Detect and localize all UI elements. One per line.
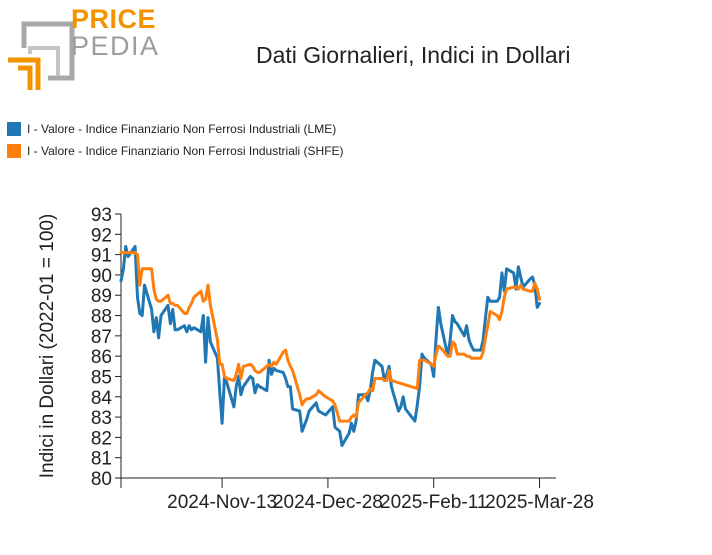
x-tick-label: 2024-Dec-28 [273, 492, 383, 513]
y-tick-label: 80 [91, 469, 112, 490]
logo-grey-mark-inner [28, 46, 60, 76]
y-tick-label: 83 [91, 408, 112, 429]
pricepedia-logo [8, 21, 75, 90]
legend-swatch-shfe [7, 144, 21, 158]
series-line-lme [119, 245, 541, 447]
y-tick-label: 85 [91, 367, 112, 388]
y-tick-label: 91 [91, 246, 112, 267]
y-axis-label: Indici in Dollari (2022-01 = 100) [37, 214, 58, 479]
y-tick-label: 86 [91, 347, 112, 368]
legend-label-shfe: I - Valore - Indice Finanziario Non Ferr… [27, 144, 344, 158]
y-tick-label: 92 [91, 225, 112, 246]
y-tick-label: 89 [91, 286, 112, 307]
y-tick-label: 88 [91, 307, 112, 328]
series-line-shfe [119, 251, 541, 423]
y-tick-label: 90 [91, 266, 112, 287]
y-tick-label: 82 [91, 428, 112, 449]
y-tick-label: 84 [91, 388, 113, 409]
legend-swatch-lme [7, 122, 21, 136]
legend-item-lme[interactable]: I - Valore - Indice Finanziario Non Ferr… [7, 118, 344, 140]
x-tick-label: 2025-Mar-28 [485, 492, 594, 513]
y-tick-label: 81 [91, 449, 112, 470]
legend-label-lme: I - Valore - Indice Finanziario Non Ferr… [27, 122, 337, 136]
x-tick-label: 2025-Feb-11 [380, 492, 487, 513]
logo-text-top: PRICE [71, 4, 157, 34]
chart-axes: 80818283848586878889909192932024-Nov-132… [91, 205, 594, 513]
logo-orange-mark-outer [8, 57, 41, 90]
logo-grey-mark-outer [21, 21, 75, 81]
y-tick-label: 93 [91, 205, 112, 226]
x-tick-label: 2024-Nov-13 [167, 492, 277, 513]
chart-title: Dati Giornalieri, Indici in Dollari [256, 42, 571, 68]
y-tick-label: 87 [91, 327, 112, 348]
legend-item-shfe[interactable]: I - Valore - Indice Finanziario Non Ferr… [7, 140, 344, 162]
chart-legend: I - Valore - Indice Finanziario Non Ferr… [7, 118, 344, 162]
logo-orange-mark-inner [18, 65, 33, 90]
series-layer [119, 245, 541, 447]
logo-text-bottom: PEDIA [71, 31, 160, 61]
